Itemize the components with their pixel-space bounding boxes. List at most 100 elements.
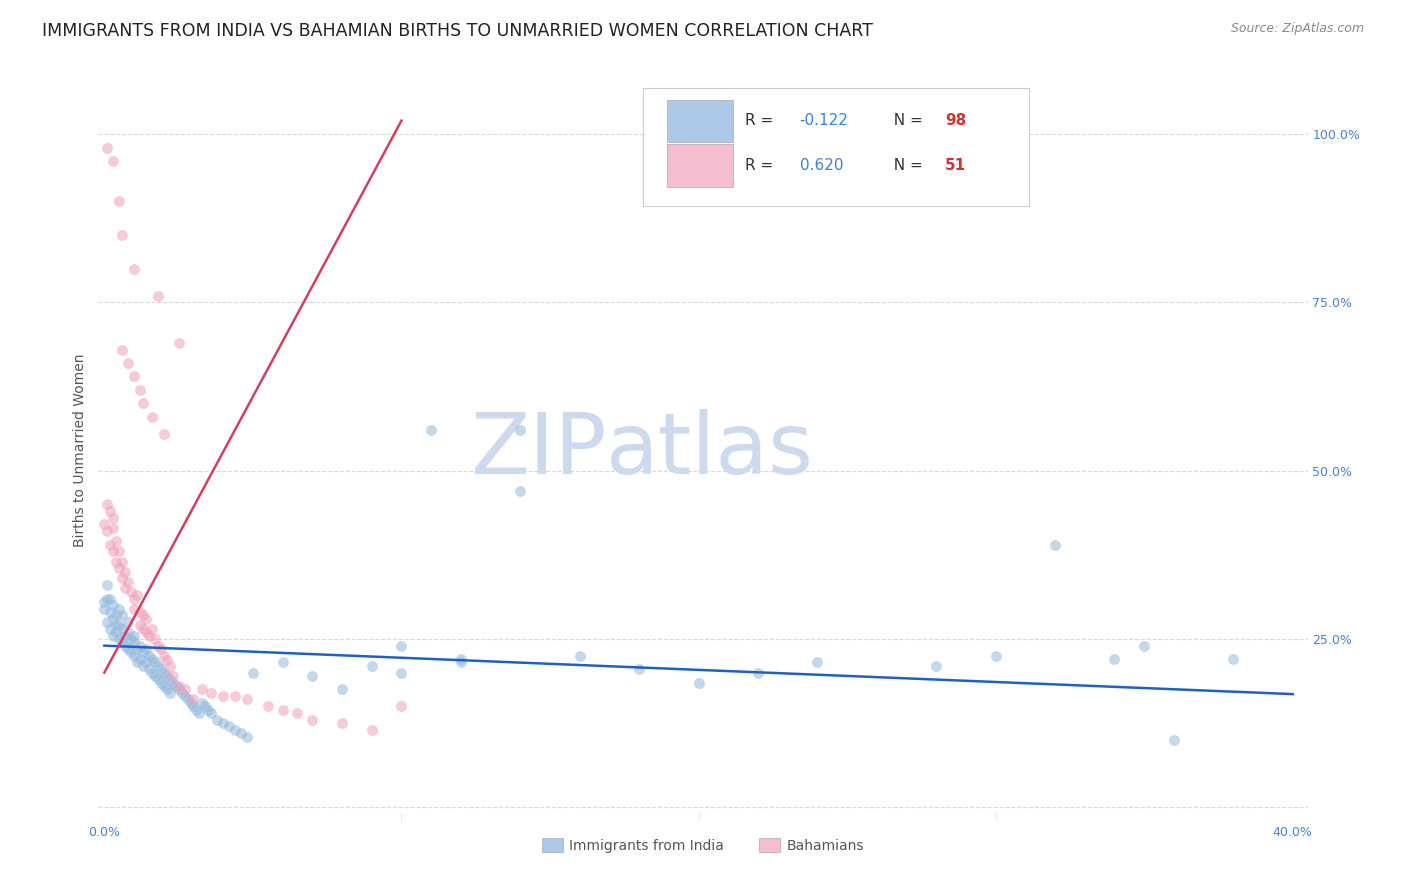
Text: 51: 51 — [945, 158, 966, 173]
Point — [143, 656, 166, 670]
Point — [159, 686, 181, 700]
Point — [197, 703, 219, 717]
Point — [141, 409, 163, 424]
Point — [96, 497, 118, 511]
Point — [120, 632, 142, 646]
Point — [129, 639, 152, 653]
FancyBboxPatch shape — [666, 100, 734, 143]
Point — [1163, 732, 1185, 747]
Point — [183, 699, 205, 714]
Point — [93, 517, 115, 532]
Point — [146, 288, 169, 302]
Point — [146, 673, 169, 687]
Point — [330, 682, 353, 697]
Point — [141, 622, 163, 636]
Point — [132, 645, 155, 659]
Point — [236, 730, 259, 744]
Point — [568, 648, 591, 663]
Point — [176, 692, 198, 706]
Point — [138, 662, 160, 676]
Point — [194, 699, 217, 714]
Point — [103, 154, 125, 169]
Point — [183, 692, 205, 706]
Point — [103, 521, 125, 535]
Point — [688, 675, 710, 690]
Point — [98, 504, 121, 518]
Point — [450, 652, 472, 666]
Point — [173, 689, 195, 703]
Point — [111, 622, 134, 636]
Point — [103, 510, 125, 524]
Point — [96, 615, 118, 629]
Point — [271, 656, 294, 670]
Point — [122, 369, 145, 384]
Point — [105, 618, 128, 632]
Point — [391, 699, 413, 714]
Point — [132, 622, 155, 636]
Point — [98, 622, 121, 636]
Legend: Immigrants from India, Bahamians: Immigrants from India, Bahamians — [536, 832, 870, 858]
Point — [122, 648, 145, 663]
Point — [132, 396, 155, 410]
Point — [114, 629, 136, 643]
Text: 98: 98 — [945, 113, 966, 128]
Point — [191, 696, 214, 710]
Point — [111, 228, 134, 243]
Text: 0.620: 0.620 — [800, 158, 844, 173]
Point — [149, 642, 172, 657]
Point — [224, 723, 246, 737]
Text: -0.122: -0.122 — [800, 113, 849, 128]
Point — [125, 656, 148, 670]
Point — [984, 648, 1007, 663]
Point — [152, 679, 174, 693]
Point — [111, 554, 134, 569]
Point — [98, 605, 121, 619]
Text: R =: R = — [745, 113, 779, 128]
Y-axis label: Births to Unmarried Women: Births to Unmarried Women — [73, 354, 87, 547]
Point — [108, 194, 131, 209]
Point — [117, 356, 139, 370]
Point — [159, 673, 181, 687]
Point — [114, 582, 136, 596]
Point — [229, 726, 252, 740]
Point — [105, 554, 128, 569]
Point — [114, 565, 136, 579]
Point — [141, 652, 163, 666]
Point — [129, 383, 152, 397]
Point — [152, 665, 174, 680]
Point — [103, 599, 125, 613]
Point — [360, 723, 382, 737]
Point — [925, 658, 948, 673]
Point — [242, 665, 264, 680]
Text: R =: R = — [745, 158, 779, 173]
Point — [120, 645, 142, 659]
Point — [103, 612, 125, 626]
Point — [103, 629, 125, 643]
Point — [96, 140, 118, 154]
Point — [96, 578, 118, 592]
Text: atlas: atlas — [606, 409, 814, 492]
Point — [129, 652, 152, 666]
Point — [138, 648, 160, 663]
Point — [330, 716, 353, 731]
Point — [98, 591, 121, 606]
Point — [135, 612, 157, 626]
Point — [120, 584, 142, 599]
Point — [1043, 538, 1066, 552]
Point — [167, 682, 190, 697]
Point — [152, 426, 174, 441]
Point — [146, 658, 169, 673]
Point — [200, 686, 222, 700]
Point — [111, 343, 134, 357]
Point — [122, 261, 145, 276]
Point — [188, 706, 211, 720]
Point — [122, 601, 145, 615]
Point — [105, 534, 128, 549]
Point — [111, 571, 134, 585]
Point — [108, 618, 131, 632]
Point — [122, 629, 145, 643]
Point — [450, 656, 472, 670]
Point — [236, 692, 259, 706]
Point — [132, 608, 155, 623]
Point — [129, 618, 152, 632]
